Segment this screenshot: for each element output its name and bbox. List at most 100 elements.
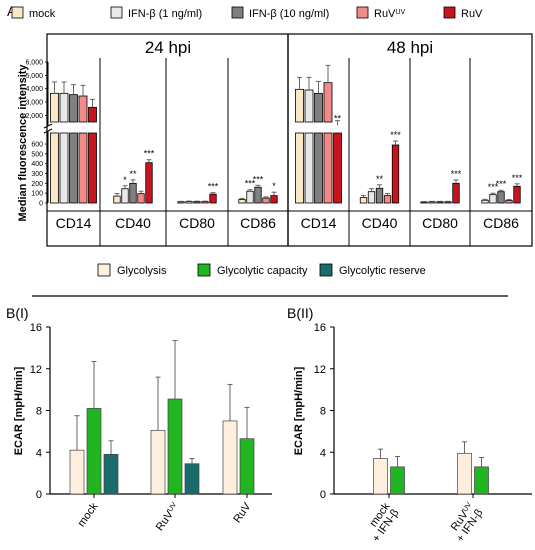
panel-a-legend: mock IFN-β (1 ng/ml) IFN-β (10 ng/ml) RuVUV… (11, 6, 483, 20)
legend-label-glycolytic_reserve: Glycolytic reserve (339, 265, 426, 277)
legend-label-glycolysis: Glycolysis (117, 265, 167, 277)
bar-glycolysis (457, 452, 472, 495)
bar-cd40-mock (359, 197, 368, 204)
bar-cd40-ruv (145, 162, 153, 204)
category-label-cd80: CD80 (422, 215, 458, 231)
bar-cd80-ruvuv (201, 201, 209, 204)
bar-cd14-ifn10-upper (69, 94, 78, 123)
significance-mark: *** (512, 173, 523, 183)
bar-cd14-ifn10-lower (69, 132, 78, 204)
bar-cd80-mock (177, 201, 185, 204)
bar-glycolysis (69, 449, 85, 495)
x-label-ruvuv: RuVUV (154, 501, 182, 534)
bar-cd40-ruv (391, 144, 400, 204)
y-tick-label: 100 (31, 191, 43, 198)
bar-glycolytic_reserve (184, 463, 200, 495)
y-tick-label: 200 (31, 181, 43, 188)
bar-cd80-ruvuv (444, 201, 452, 204)
bar-cd40-ifn1 (367, 191, 376, 204)
category-label-cd80: CD80 (179, 215, 215, 231)
category-label-cd14: CD14 (56, 215, 92, 231)
bar-cd14-ruvuv-lower (78, 132, 88, 204)
y-tick-label: 8 (36, 406, 42, 418)
bar-cd14-ruv-lower (88, 132, 97, 204)
bar-cd86-ruvuv (505, 200, 513, 204)
significance-mark: *** (496, 179, 507, 189)
bar-cd80-mock (420, 201, 428, 204)
timepoint-title: 24 hpi (145, 38, 191, 57)
legend-label-ifn10: IFN-β (10 ng/ml) (249, 8, 329, 20)
bar-cd86-mock (481, 199, 489, 204)
bar-cd86-mock (238, 199, 246, 204)
bar-cd14-ruv-upper (88, 106, 97, 123)
bar-cd14-mock-lower (50, 132, 59, 204)
bar-cd14-ifn10-upper (314, 92, 323, 123)
y-tick-label: 0 (320, 489, 326, 501)
bar-cd86-ruv (270, 195, 278, 204)
legend-swatch-ruv (443, 6, 456, 19)
bar-glycolysis (373, 458, 388, 495)
y-tick-label: 5,000 (25, 73, 43, 80)
category-label-cd86: CD86 (483, 215, 519, 231)
significance-mark: *** (451, 169, 462, 179)
bar-glycolytic_capacity (474, 466, 489, 495)
category-label-cd40: CD40 (362, 215, 398, 231)
bar-cd14-ruvuv-upper (78, 95, 88, 123)
bar-cd86-ifn1 (489, 194, 497, 204)
bar-glycolytic_capacity (390, 466, 405, 495)
bar-cd14-mock-lower (295, 132, 304, 204)
legend-label-ruv: RuV (461, 8, 483, 20)
significance-mark: * (272, 181, 276, 191)
significance-mark: *** (208, 182, 219, 192)
panel-b1-ylabel: ECAR [mpH/min] (13, 366, 25, 455)
y-tick-label: 300 (31, 171, 43, 178)
y-tick-label: 4 (320, 447, 326, 459)
x-label-mock-ifn: mock+ IFN-β (361, 500, 401, 544)
bar-cd80-ruv (209, 193, 217, 204)
y-tick-label: 12 (314, 364, 326, 376)
bar-cd14-ifn10-lower (314, 132, 323, 204)
legend-label-ruvuv: RuVUV (374, 8, 405, 20)
bar-glycolytic_capacity (239, 438, 255, 495)
panel-b2-chart: 0 4 8 12 16 mock+ IFN-β RuVUV+ IFN-β (314, 322, 532, 545)
bar-cd14-mock-upper (50, 92, 59, 123)
bar-glycolytic_reserve (103, 453, 119, 495)
legend-swatch-glycolytic_reserve (319, 263, 333, 277)
y-tick-label: 3,000 (25, 100, 43, 107)
bar-cd14-ruv-lower (333, 132, 342, 204)
category-label-cd14: CD14 (301, 215, 337, 231)
bar-cd14-ruvuv-lower (323, 132, 333, 204)
significance-mark: *** (253, 174, 264, 184)
category-label-cd86: CD86 (240, 215, 276, 231)
significance-mark: * (123, 175, 127, 185)
legend-label-ifn1: IFN-β (1 ng/ml) (128, 8, 202, 20)
bar-cd86-ruvuv (262, 197, 270, 204)
significance-mark: *** (144, 149, 155, 159)
panel-a-frame (46, 33, 533, 247)
panel-b1-label: B(I) (6, 305, 29, 321)
significance-mark: ** (129, 169, 137, 179)
y-tick-label: 600 (31, 142, 43, 149)
legend-label-glycolytic_capacity: Glycolytic capacity (217, 265, 308, 277)
bar-cd40-ruvuv (383, 195, 392, 204)
bar-cd86-ifn10 (254, 186, 262, 204)
bar-cd86-ifn1 (246, 190, 254, 204)
y-tick-label: 16 (30, 322, 42, 334)
panel-b2-label: B(II) (287, 305, 313, 321)
category-label-cd40: CD40 (115, 215, 151, 231)
y-tick-label: 4 (36, 447, 42, 459)
y-tick-label: 6,000 (25, 60, 43, 67)
bar-cd40-ifn1 (121, 188, 129, 204)
bar-cd80-ifn10 (193, 201, 201, 204)
bar-cd80-ifn1 (185, 201, 193, 204)
axis-break-mark (43, 128, 53, 134)
y-tick-label: 2,000 (25, 113, 43, 120)
timepoint-title: 48 hpi (387, 38, 433, 57)
y-tick-label: 0 (36, 489, 42, 501)
bar-cd14-mock-upper (295, 88, 304, 123)
bar-cd40-ifn10 (375, 187, 384, 204)
legend-swatch-mock (11, 6, 24, 19)
bar-glycolysis (150, 429, 166, 495)
bar-cd14-ruvuv-upper (323, 82, 333, 123)
